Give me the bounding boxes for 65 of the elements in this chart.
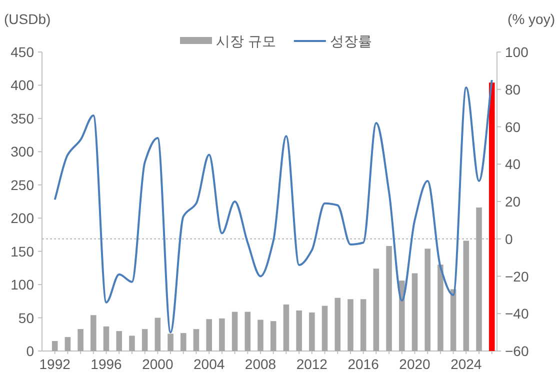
y2-tick-label: −60 xyxy=(505,343,529,359)
bar xyxy=(438,264,444,351)
x-tick-label: 2008 xyxy=(244,356,276,372)
y2-tick-label: 100 xyxy=(505,44,529,60)
y-axis-title: (USDb) xyxy=(4,11,51,27)
bar xyxy=(424,248,430,351)
bar xyxy=(309,312,315,351)
bar xyxy=(90,315,96,351)
bar xyxy=(244,312,251,351)
y2-tick-label: 80 xyxy=(505,81,521,98)
y-tick-label: 150 xyxy=(10,243,34,260)
y2-axis-title: (% yoy) xyxy=(508,11,555,27)
bar xyxy=(488,82,495,351)
y2-tick-label: 0 xyxy=(505,230,513,247)
y2-tick-label: −40 xyxy=(505,306,529,322)
bar xyxy=(219,318,225,351)
y-tick-label: 250 xyxy=(10,176,34,193)
bar xyxy=(206,319,212,351)
bar xyxy=(103,326,110,351)
bar xyxy=(450,289,456,351)
bar xyxy=(232,312,238,351)
legend-label: 성장률 xyxy=(330,33,372,49)
legend-label: 시장 규모 xyxy=(216,33,276,49)
y2-tick-label: −20 xyxy=(505,268,529,284)
bar xyxy=(78,329,84,351)
bar xyxy=(322,306,328,351)
y2-tick-label: 60 xyxy=(505,118,521,135)
x-tick-label: 2016 xyxy=(348,356,380,372)
y-tick-label: 50 xyxy=(18,310,34,326)
x-tick-label: 1996 xyxy=(90,356,122,372)
bar xyxy=(142,329,148,351)
y2-tick-label: 40 xyxy=(505,156,521,172)
bar xyxy=(373,268,380,351)
bar xyxy=(296,310,302,351)
bar xyxy=(116,331,122,351)
bar xyxy=(129,336,135,351)
bar xyxy=(334,298,341,351)
x-tick-label: 2000 xyxy=(142,356,174,372)
y-tick-label: 200 xyxy=(10,210,34,226)
bar xyxy=(270,321,276,351)
y2-tick-label: 20 xyxy=(505,194,521,210)
x-tick-label: 2012 xyxy=(296,356,328,372)
y-tick-label: 0 xyxy=(26,343,34,359)
bar xyxy=(360,299,366,351)
bar xyxy=(168,334,174,351)
y-tick-label: 300 xyxy=(10,144,34,160)
y-tick-label: 350 xyxy=(10,110,34,126)
bar xyxy=(398,280,405,351)
bar xyxy=(386,246,392,351)
bar xyxy=(412,273,418,351)
bar xyxy=(52,341,58,351)
bar xyxy=(193,329,200,351)
y-tick-label: 450 xyxy=(10,44,34,60)
bar xyxy=(283,304,290,351)
x-tick-label: 2020 xyxy=(399,356,431,372)
y-tick-label: 100 xyxy=(10,276,34,293)
y-tick-label: 400 xyxy=(10,77,34,94)
x-tick-label: 1992 xyxy=(39,356,71,372)
bar xyxy=(180,333,186,351)
bar xyxy=(348,299,354,351)
bar xyxy=(258,320,264,351)
bar xyxy=(64,337,71,351)
x-tick-label: 2024 xyxy=(450,356,482,372)
bar xyxy=(154,318,161,351)
x-tick-label: 2004 xyxy=(194,356,225,372)
